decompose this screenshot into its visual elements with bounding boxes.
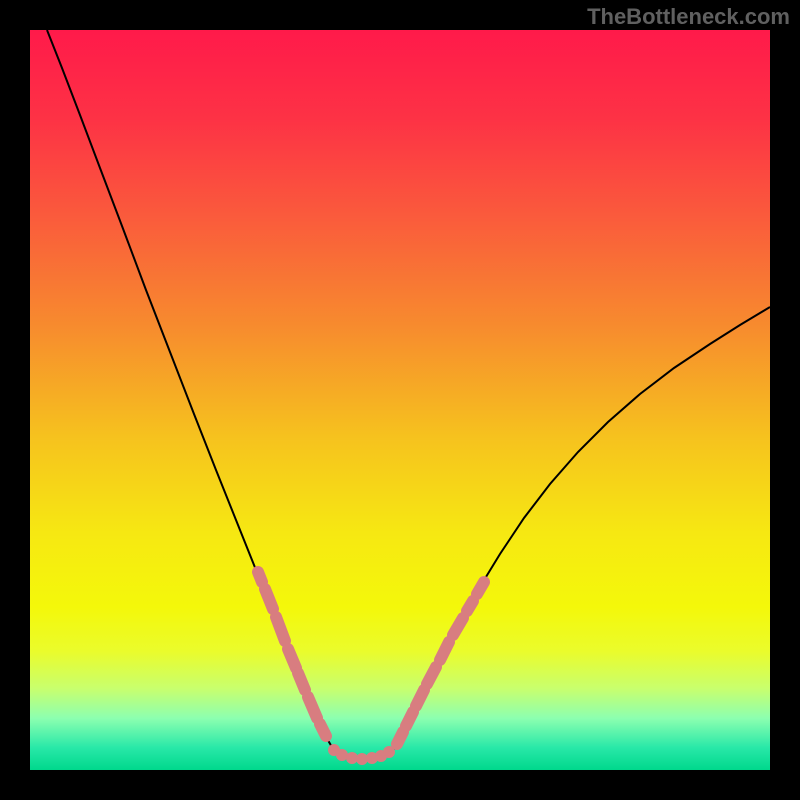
marker-segment [397,732,403,744]
chart-container: TheBottleneck.com [0,0,800,800]
marker-segment [258,572,262,582]
marker-segment [416,690,424,706]
marker-segment [467,601,473,611]
marker-segment [406,712,413,726]
marker-segment [427,667,436,684]
marker-segment [298,673,305,690]
marker-dab [383,746,395,758]
marker-segment [320,724,326,736]
marker-segment [288,649,296,668]
marker-segment [440,642,449,660]
gradient-plot-area [30,30,770,770]
marker-segment [308,697,317,718]
marker-segment [276,617,285,641]
watermark-text: TheBottleneck.com [587,4,790,30]
chart-svg [0,0,800,800]
marker-segment [477,582,484,594]
marker-segment [265,589,273,609]
